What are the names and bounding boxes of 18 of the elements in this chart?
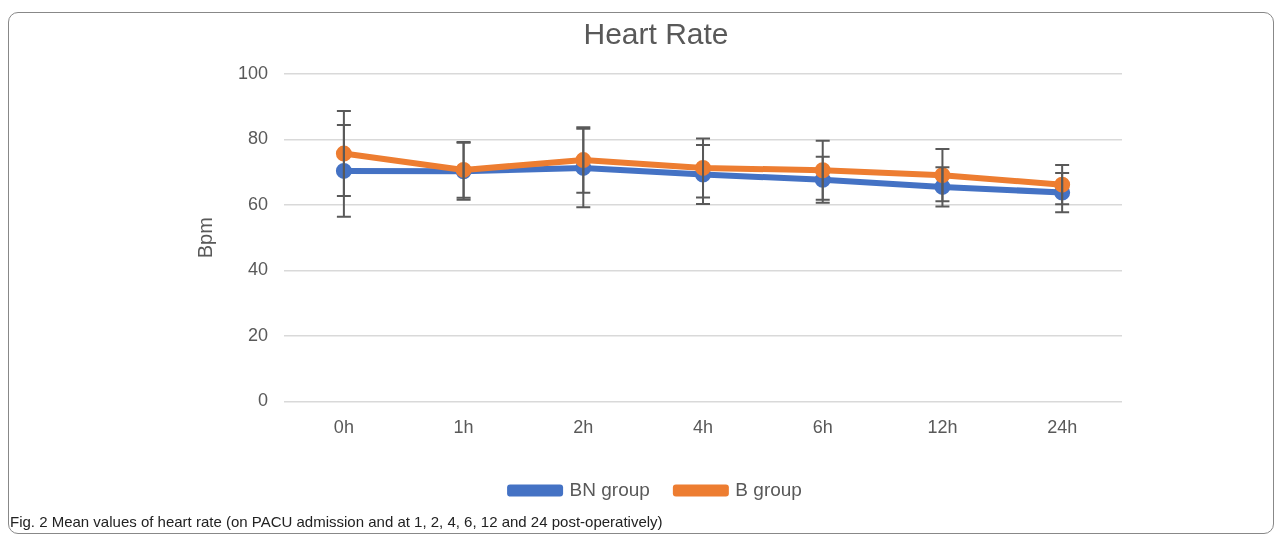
x-tick-label: 24h	[1047, 417, 1078, 438]
legend-label: B group	[735, 478, 802, 500]
y-tick-label: 100	[237, 62, 269, 83]
x-tick-label: 4h	[693, 417, 714, 438]
y-tick-label: 20	[248, 324, 269, 345]
y-tick-label: 60	[248, 193, 269, 214]
caption: Fig. 2 Mean values of heart rate (on PACU admission and at 1, 2, 4, 6, 12 and 24 post-operatively)	[10, 513, 663, 530]
y-tick-label: 0	[258, 390, 269, 411]
x-tick-label: 1h	[453, 417, 474, 438]
x-tick-label: 0h	[333, 417, 354, 438]
x-tick-label: 2h	[573, 417, 594, 438]
x-tick-label: 6h	[812, 417, 833, 438]
x-tick-label: 12h	[927, 417, 958, 438]
legend-label: BN group	[569, 478, 650, 500]
y-axis-title: Bpm	[193, 217, 216, 259]
chart-title: Heart Rate	[583, 17, 729, 51]
y-tick-label: 80	[248, 128, 269, 149]
y-tick-label: 40	[248, 259, 269, 280]
